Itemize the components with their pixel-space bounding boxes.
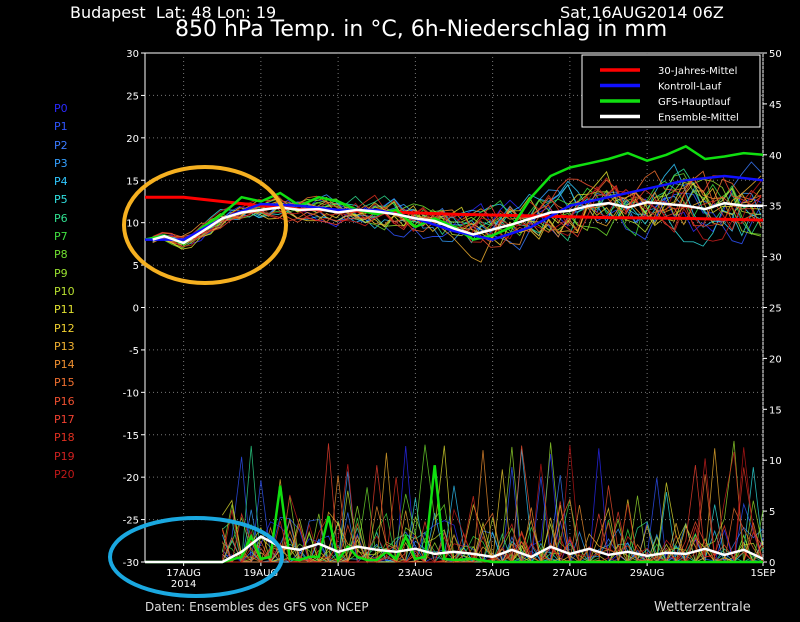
- member-label-p5: P5: [54, 193, 68, 207]
- data-source-label: Daten: Ensembles des GFS von NCEP: [145, 600, 369, 614]
- y-right-tick-label: 20: [769, 354, 782, 365]
- y-right-tick-label: 30: [769, 253, 782, 264]
- ensemble-member-precip-line: [222, 451, 764, 563]
- y-left-tick-label: 15: [126, 176, 139, 187]
- member-label-p3: P3: [54, 156, 68, 170]
- y-right-tick-label: 35: [769, 202, 782, 213]
- x-tick-label: 21AUG: [321, 568, 356, 579]
- x-tick-label: 19AUG: [244, 568, 279, 579]
- brand-label: Wetterzentrale: [654, 600, 751, 615]
- member-label-p4: P4: [54, 175, 68, 189]
- annotation-ellipse-orange: [122, 165, 288, 285]
- y-left-tick-label: 20: [126, 134, 139, 145]
- y-right-tick-label: 15: [769, 405, 782, 416]
- y-left-tick-label: -25: [123, 516, 139, 527]
- y-left-tick-label: -10: [123, 388, 139, 399]
- y-left-tick-label: -5: [129, 346, 139, 357]
- temp-line-gfs-hauptlauf: [144, 144, 764, 246]
- member-label-p0: P0: [54, 102, 68, 115]
- y-left-tick-label: -30: [123, 558, 139, 569]
- member-label-p17: P17: [54, 413, 75, 427]
- run-time-label: Sat,16AUG2014 06Z: [560, 3, 724, 22]
- annotation-ellipse-blue: [108, 516, 284, 598]
- precip-line-ensemble-mittel: [145, 535, 764, 564]
- member-label-p14: P14: [54, 358, 75, 372]
- x-tick-label: 1SEP: [750, 568, 775, 579]
- legend-label: GFS-Hauptlauf: [658, 97, 731, 108]
- member-list: P0 P1 P2 P3 P4 P5 P6 P7 P8 P9 P10 P11 P12 P13 P14 P15 P1…: [54, 100, 75, 484]
- member-label-p1: P1: [54, 120, 68, 134]
- member-label-p8: P8: [54, 248, 68, 262]
- y-right-tick-label: 45: [769, 100, 782, 111]
- member-label-p13: P13: [54, 339, 75, 353]
- precip-line-gfs-hauptlauf: [145, 465, 763, 564]
- member-label-p20: P20: [54, 467, 75, 481]
- member-label-p7: P7: [54, 230, 68, 244]
- y-left-tick-label: 10: [126, 219, 139, 230]
- member-label-p6: P6: [54, 211, 68, 225]
- member-label-p2: P2: [54, 138, 68, 152]
- y-left-tick-label: 30: [126, 49, 139, 60]
- legend-label: 30-Jahres-Mittel: [658, 66, 737, 77]
- y-right-tick-label: 10: [769, 456, 782, 467]
- y-right-tick-label: 0: [769, 558, 775, 569]
- x-tick-label: 29AUG: [630, 568, 665, 579]
- location-label: Budapest Lat: 48 Lon: 19: [70, 3, 277, 22]
- member-label-p15: P15: [54, 376, 75, 390]
- member-label-p19: P19: [54, 449, 75, 463]
- y-left-tick-label: 5: [133, 261, 139, 272]
- x-tick-label: 25AUG: [475, 568, 510, 579]
- member-label-p12: P12: [54, 321, 75, 335]
- y-right-tick-label: 5: [769, 507, 775, 518]
- x-tick-label: 27AUG: [553, 568, 588, 579]
- y-left-tick-label: 0: [133, 304, 139, 315]
- y-right-tick-label: 50: [769, 49, 782, 60]
- y-right-tick-label: 25: [769, 304, 782, 315]
- member-label-p10: P10: [54, 284, 75, 298]
- temp-line-ensemble-mittel: [152, 201, 763, 245]
- x-tick-label: 23AUG: [398, 568, 433, 579]
- chart-title: 850 hPa Temp. in °C, 6h-Niederschlag in …: [175, 17, 668, 42]
- x-tick-sublabel: 2014: [171, 579, 196, 590]
- member-label-p16: P16: [54, 394, 75, 408]
- y-left-tick-label: -20: [123, 473, 139, 484]
- y-left-tick-label: 25: [126, 91, 139, 102]
- member-label-p11: P11: [54, 303, 75, 317]
- x-tick-label: 17AUG: [166, 568, 201, 579]
- y-right-tick-label: 40: [769, 151, 782, 162]
- member-label-p18: P18: [54, 431, 75, 445]
- temp-line-kontroll-lauf: [145, 174, 764, 241]
- legend-label: Ensemble-Mittel: [658, 113, 739, 124]
- legend-label: Kontroll-Lauf: [658, 82, 722, 93]
- y-left-tick-label: -15: [123, 431, 139, 442]
- member-label-p9: P9: [54, 266, 68, 280]
